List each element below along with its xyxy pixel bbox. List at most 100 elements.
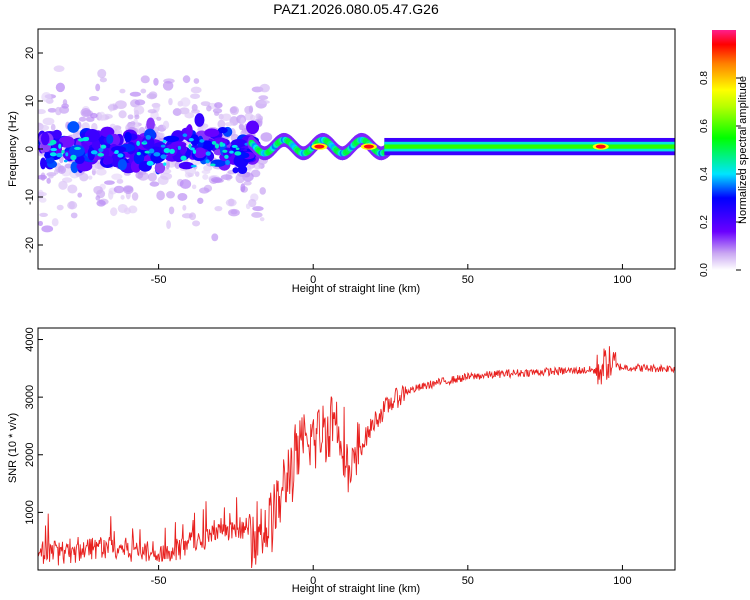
heatmap-cell — [55, 82, 65, 93]
heatmap-cell — [197, 197, 204, 204]
heatmap-cell — [258, 95, 269, 101]
heatmap-cell — [160, 144, 166, 148]
heatmap-cell — [229, 106, 239, 116]
heatmap-cell — [255, 113, 262, 120]
heatmap-cell — [202, 174, 209, 180]
heatmap-cell — [133, 152, 145, 165]
heatmap-cell — [119, 88, 126, 94]
heatmap-cell — [163, 135, 180, 143]
colorbar-gradient — [712, 30, 736, 270]
heatmap-cell — [115, 100, 127, 109]
heatmap-hotspot — [595, 144, 606, 149]
colorbar-ticks: 0.0 0.2 0.4 0.6 0.8 — [699, 71, 741, 277]
heatmap-cell — [70, 212, 78, 219]
heatmap-cell — [114, 151, 119, 154]
heatmap-cell — [103, 156, 114, 165]
colorbar-tick-label: 0.4 — [699, 167, 710, 181]
heatmap-cell — [153, 77, 159, 86]
heatmap-cell — [65, 152, 69, 157]
snr-frame — [37, 327, 676, 571]
heatmap-cell — [160, 154, 167, 160]
heatmap-cell — [240, 117, 245, 125]
spectrogram-y-tick-label: 20 — [24, 47, 36, 59]
spectrogram-x-axis: -50 0 50 100 — [151, 264, 632, 286]
snr-y-tick-label: 1000 — [24, 500, 36, 524]
heatmap-marks — [38, 65, 675, 242]
heatmap-cell — [193, 78, 200, 84]
heatmap-cell — [224, 154, 229, 159]
colorbar-tick-label: 0.6 — [699, 119, 710, 133]
heatmap-cell — [136, 151, 141, 156]
heatmap-cell — [50, 139, 57, 145]
heatmap-cell — [69, 144, 85, 157]
heatmap-cell — [251, 211, 263, 218]
spectrogram-x-tick-label: 100 — [613, 274, 631, 286]
heatmap-cell — [110, 207, 118, 217]
heatmap-cell — [228, 198, 235, 207]
heatmap-cell — [229, 150, 234, 154]
heatmap-cell — [53, 65, 65, 72]
heatmap-cell — [44, 152, 52, 159]
heatmap-cell — [169, 148, 175, 154]
snr-panel: -50 0 50 100 1000 2000 3000 4000 Height of str… — [7, 327, 676, 595]
snr-y-tick-label: 2000 — [24, 443, 36, 467]
heatmap-cell — [224, 122, 234, 127]
colorbar-label: Normalized spectral amplitude — [737, 76, 749, 224]
heatmap-cell — [166, 220, 171, 230]
heatmap-cell — [217, 119, 226, 129]
heatmap-cell — [50, 147, 57, 152]
heatmap-cell — [55, 106, 62, 116]
heatmap-cell — [206, 105, 212, 112]
heatmap-cell — [231, 144, 238, 148]
colorbar-tick-label: 0.2 — [699, 215, 710, 229]
heatmap-cell — [67, 184, 78, 194]
spectrogram-y-label: Frequency (Hz) — [7, 111, 19, 187]
heatmap-cell — [38, 191, 47, 197]
heatmap-cell — [90, 150, 98, 155]
chart-title: PAZ1.2026.080.05.47.G26 — [273, 1, 439, 17]
heatmap-cell — [46, 177, 51, 184]
heatmap-cell — [88, 175, 93, 180]
heatmap-cell — [214, 111, 220, 116]
heatmap-cell — [191, 184, 197, 190]
heatmap-cell — [39, 212, 48, 217]
heatmap-cell — [123, 186, 134, 194]
heatmap-cell — [98, 147, 104, 153]
heatmap-cell — [120, 195, 125, 200]
heatmap-cell — [51, 218, 59, 227]
heatmap-cell — [77, 192, 83, 198]
heatmap-cell — [113, 185, 125, 194]
heatmap-cell — [88, 96, 99, 102]
heatmap-cell — [52, 129, 62, 139]
heatmap-cell — [184, 112, 195, 119]
heatmap-cell — [108, 190, 114, 200]
heatmap-cell — [38, 174, 48, 180]
snr-x-tick-label: -50 — [151, 575, 167, 587]
snr-y-tick-label: 4000 — [24, 327, 36, 351]
heatmap-cell — [40, 157, 47, 170]
heatmap-cell — [127, 114, 134, 120]
heatmap-cell — [190, 147, 195, 151]
heatmap-cell — [240, 183, 246, 193]
heatmap-cell — [182, 133, 188, 138]
spectrogram-x-tick-label: 0 — [310, 274, 316, 286]
heatmap-cell — [135, 171, 144, 179]
heatmap-cell — [147, 172, 157, 182]
heatmap-cell — [63, 159, 68, 163]
heatmap-cell — [57, 165, 66, 174]
spectrogram-panel: -50 0 50 100 -20 -10 0 10 20 Height of straight… — [7, 28, 676, 295]
heatmap-cell — [180, 97, 191, 107]
heatmap-cell — [201, 169, 211, 175]
heatmap-cell — [179, 144, 187, 155]
heatmap-cell — [48, 174, 54, 179]
heatmap-cell — [156, 190, 165, 201]
heatmap-cell — [99, 77, 107, 83]
heatmap-cell — [222, 149, 228, 153]
spectrogram-y-tick-label: 10 — [24, 95, 36, 107]
heatmap-cell — [82, 137, 89, 142]
heatmap-cell — [146, 117, 155, 131]
colorbar: 0.0 0.2 0.4 0.6 0.8 Normalized spectral ampl… — [699, 30, 749, 277]
heatmap-cell — [58, 143, 62, 149]
heatmap-cell — [98, 111, 106, 121]
